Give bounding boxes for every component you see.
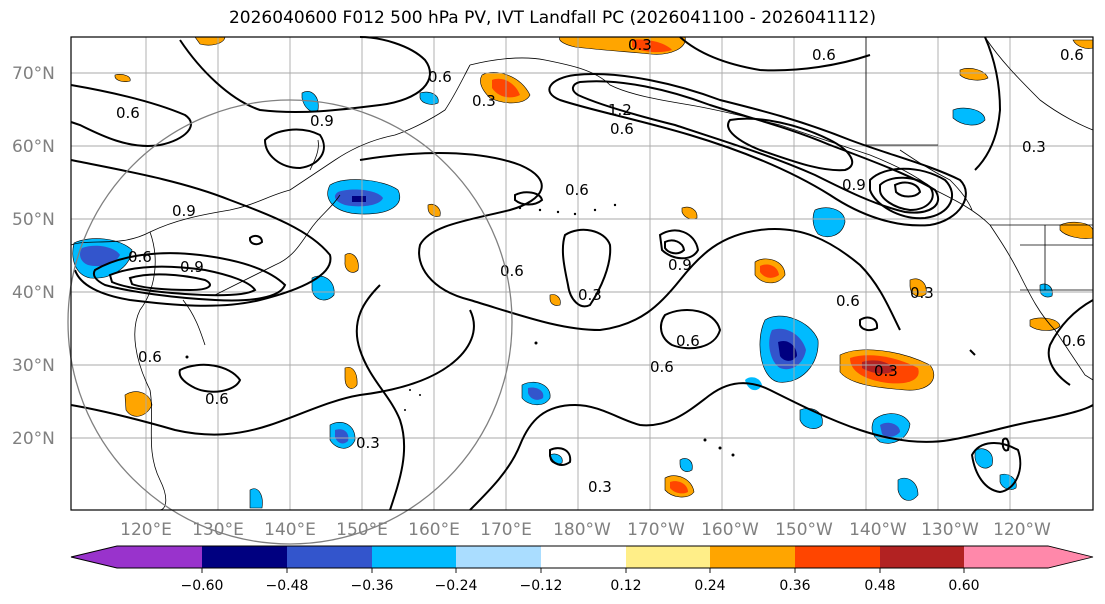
colorbar-tick-label: −0.12	[520, 578, 563, 594]
contour-label: 0.6	[565, 181, 589, 199]
contour-label: 0.3	[472, 92, 496, 110]
lon-label: 150°E	[336, 520, 388, 540]
colorbar-bin	[456, 546, 541, 568]
colorbar: −0.60 −0.48 −0.36 −0.24 −0.12 0.12 0.24 …	[70, 545, 1094, 594]
contour-label: 0.6	[836, 292, 860, 310]
negative-anomaly-patch	[249, 91, 1053, 509]
contour-label: 0.6	[205, 390, 229, 408]
colorbar-tick-label: 0.60	[948, 578, 979, 594]
contour-label: 0.9	[180, 258, 204, 276]
longitude-labels: 120°E 130°E 140°E 150°E 160°E 170°E 180°…	[120, 520, 1051, 540]
colorbar-tick-label: 0.48	[864, 578, 895, 594]
lon-label: 170°E	[480, 520, 532, 540]
lon-label: 130°W	[921, 520, 979, 540]
colorbar-tick-label: −0.24	[435, 578, 478, 594]
contour-label: 0.3	[910, 284, 934, 302]
range-ring	[67, 99, 513, 545]
colorbar-tick-label: 0.36	[779, 578, 810, 594]
colorbar-bin	[541, 546, 626, 568]
colorbar-bin	[287, 546, 372, 568]
lon-label: 170°W	[627, 520, 685, 540]
lon-label: 160°W	[701, 520, 759, 540]
contour-label: 0.6	[428, 68, 452, 86]
negative-anomaly-patch	[72, 238, 133, 279]
lon-label: 180°W	[553, 520, 611, 540]
contour-label: 0.9	[172, 202, 196, 220]
coastlines	[70, 36, 1094, 511]
lon-label: 140°W	[849, 520, 907, 540]
contour-label: 0.6	[500, 262, 524, 280]
contour-labels: 0.3 0.6 0.9 1.2 0.6 0.3 0.6 0.9 0.6 0.9 …	[116, 36, 1086, 496]
colorbar-tick-label: 0.24	[694, 578, 725, 594]
colorbar-bin	[880, 546, 964, 568]
contour-label: 0.3	[628, 36, 652, 54]
contour-label: 0.6	[1060, 46, 1084, 64]
contour-label: 0.6	[610, 120, 634, 138]
islands	[185, 203, 735, 457]
colorbar-bin	[372, 546, 456, 568]
contour-label: 0.6	[1062, 332, 1086, 350]
positive-anomaly-patch	[839, 349, 935, 391]
lat-label: 20°N	[12, 429, 55, 449]
negative-anomaly-patch	[329, 421, 356, 449]
colorbar-bin	[117, 546, 202, 568]
contour-label: 1.2	[608, 101, 632, 119]
lat-label: 70°N	[12, 64, 55, 84]
map-panel: 0.3 0.6 0.9 1.2 0.6 0.3 0.6 0.9 0.6 0.9 …	[67, 36, 1094, 545]
pv-contours	[70, 36, 1094, 511]
contour-label: 0.3	[588, 478, 612, 496]
contour-label: 0.3	[578, 286, 602, 304]
lat-label: 40°N	[12, 283, 55, 303]
contour-label: 0.6	[812, 46, 836, 64]
lat-label: 30°N	[12, 356, 55, 376]
contour-label: 0.6	[128, 248, 152, 266]
contour-label: 0.6	[650, 358, 674, 376]
negative-anomaly-patch	[745, 315, 819, 391]
positive-anomaly-patch	[754, 258, 786, 284]
latitude-labels: 70°N 60°N 50°N 40°N 30°N 20°N	[12, 64, 55, 449]
lon-label: 120°E	[120, 520, 172, 540]
colorbar-bin	[202, 546, 287, 568]
lon-label: 150°W	[775, 520, 833, 540]
lat-label: 50°N	[12, 210, 55, 230]
contour-label: 0.3	[1022, 138, 1046, 156]
colorbar-tick-label: −0.60	[181, 578, 224, 594]
contour-label: 0.3	[874, 362, 898, 380]
positive-anomaly-patch	[480, 72, 531, 104]
negative-anomaly-patch	[812, 207, 846, 237]
colorbar-tick-label: 0.12	[610, 578, 641, 594]
colorbar-extend-high	[1048, 546, 1093, 568]
colorbar-bin	[626, 546, 710, 568]
negative-anomaly-patch	[521, 381, 551, 406]
colorbar-bin	[964, 546, 1048, 568]
colorbar-bin	[795, 546, 880, 568]
colorbar-extend-low	[71, 546, 117, 568]
negative-anomaly-patch	[327, 179, 400, 215]
lat-label: 60°N	[12, 137, 55, 157]
lon-label: 130°E	[192, 520, 244, 540]
shaded-anomaly-areas	[72, 36, 1094, 509]
lon-label: 140°E	[264, 520, 316, 540]
contour-label: 0.9	[310, 112, 334, 130]
contour-label: 0.3	[356, 434, 380, 452]
contour-label: 0.9	[842, 176, 866, 194]
colorbar-bin	[710, 546, 795, 568]
contour-label: 0.6	[116, 104, 140, 122]
lon-label: 120°W	[993, 520, 1051, 540]
contour-label: 0.9	[668, 256, 692, 274]
contour-label: 0.6	[138, 348, 162, 366]
colorbar-tick-label: −0.48	[266, 578, 309, 594]
map-title: 2026040600 F012 500 hPa PV, IVT Landfall…	[228, 8, 876, 28]
positive-anomaly-patch	[664, 475, 695, 498]
contour-label: 0.6	[676, 332, 700, 350]
lon-label: 160°E	[408, 520, 460, 540]
colorbar-tick-label: −0.36	[351, 578, 394, 594]
